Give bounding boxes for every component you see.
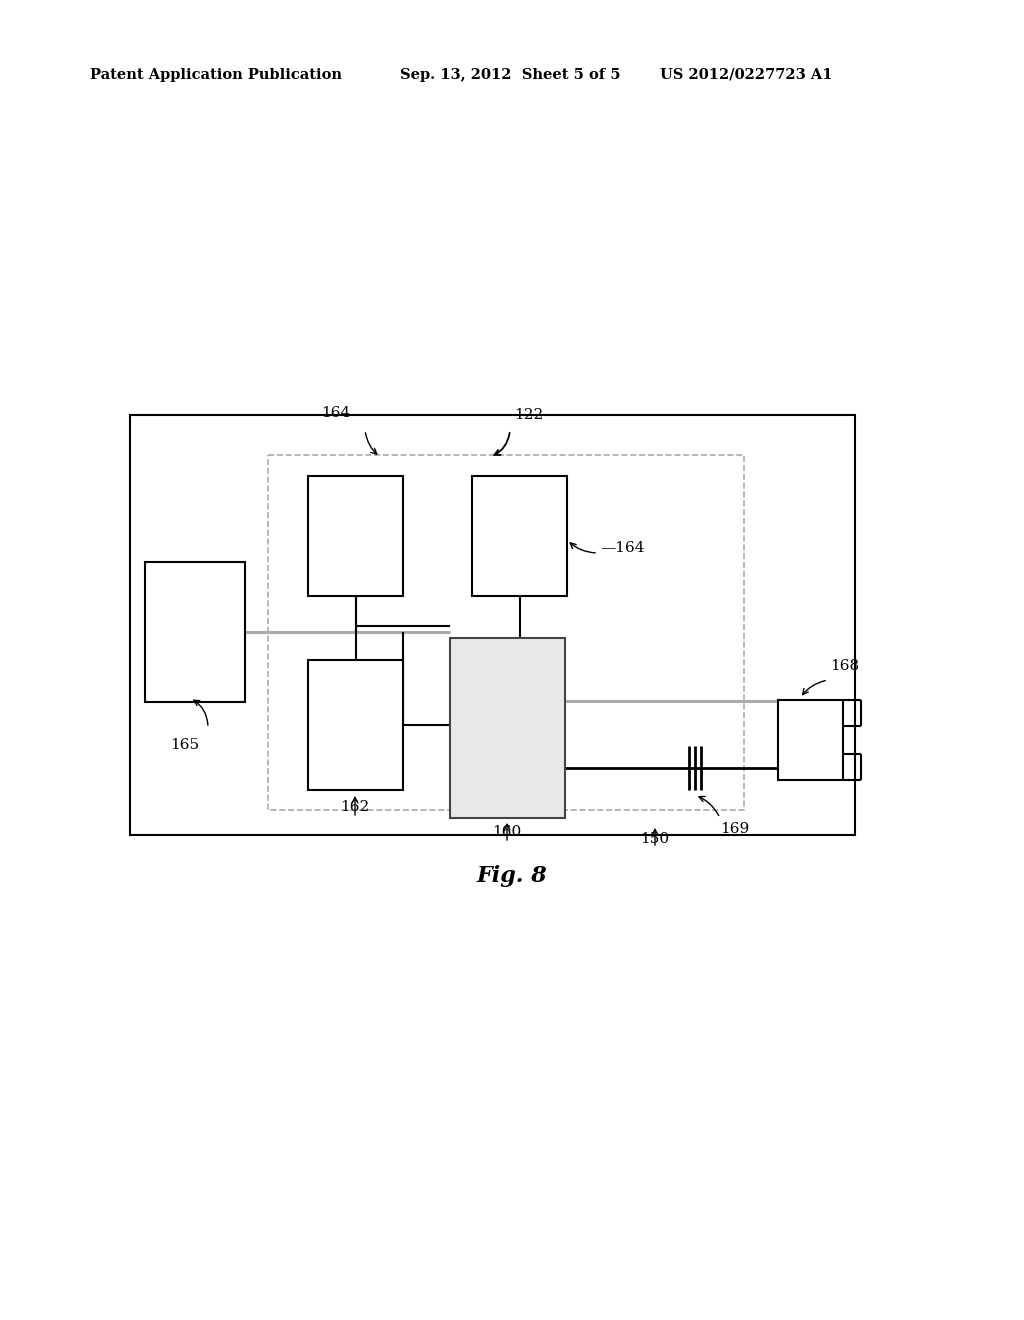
Bar — [268, 455, 744, 810]
Bar — [130, 414, 855, 836]
Text: Patent Application Publication: Patent Application Publication — [90, 69, 342, 82]
Bar — [450, 638, 565, 818]
Text: Fig. 8: Fig. 8 — [476, 865, 548, 887]
Text: US 2012/0227723 A1: US 2012/0227723 A1 — [660, 69, 833, 82]
Text: Sep. 13, 2012  Sheet 5 of 5: Sep. 13, 2012 Sheet 5 of 5 — [400, 69, 621, 82]
Text: 168: 168 — [830, 659, 859, 673]
Bar — [472, 477, 567, 597]
Text: 160: 160 — [493, 825, 521, 840]
Bar — [308, 660, 403, 789]
Bar — [778, 700, 843, 780]
Bar — [308, 477, 403, 597]
Text: 165: 165 — [170, 738, 199, 752]
Text: 122: 122 — [514, 408, 544, 422]
Text: —164: —164 — [600, 541, 644, 554]
Text: 164: 164 — [322, 407, 350, 420]
Bar — [145, 562, 245, 702]
Text: 150: 150 — [640, 832, 670, 846]
Text: 169: 169 — [720, 822, 750, 836]
Text: 162: 162 — [340, 800, 370, 814]
